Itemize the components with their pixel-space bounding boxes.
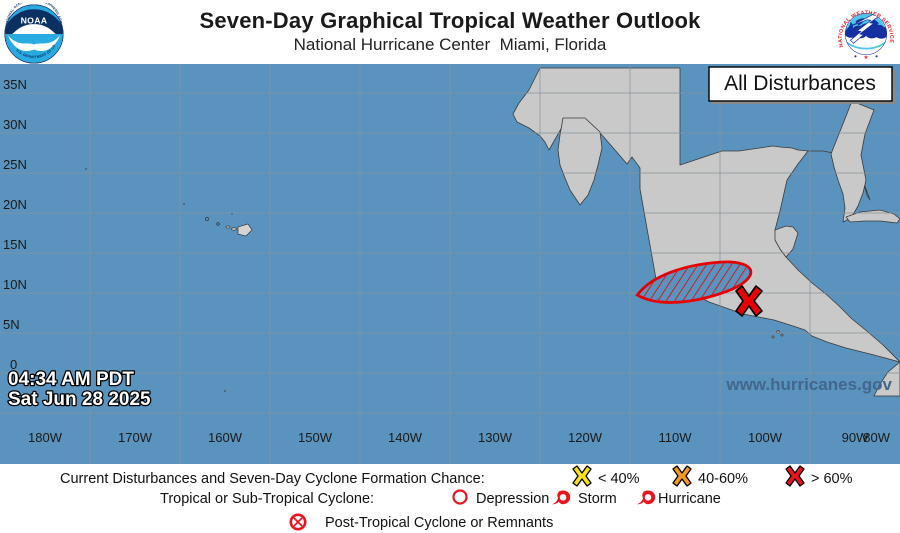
svg-text:Depression: Depression [476, 491, 549, 507]
svg-text:20N: 20N [3, 197, 27, 212]
svg-text:NOAA: NOAA [21, 15, 48, 25]
svg-text:★: ★ [863, 54, 868, 61]
svg-text:04:34 AM PDT: 04:34 AM PDT [8, 369, 134, 390]
svg-text:www.hurricanes.gov: www.hurricanes.gov [725, 375, 892, 394]
svg-text:110W: 110W [659, 430, 693, 445]
svg-text:Sat Jun 28 2025: Sat Jun 28 2025 [8, 389, 151, 410]
svg-text:150W: 150W [298, 430, 333, 445]
svg-text:120W: 120W [568, 430, 603, 445]
svg-text:80W: 80W [863, 430, 890, 445]
svg-text:25N: 25N [3, 157, 27, 172]
svg-text:100W: 100W [748, 430, 783, 445]
svg-text:Tropical or Sub-Tropical Cyclo: Tropical or Sub-Tropical Cyclone: [160, 491, 374, 507]
svg-text:Storm: Storm [578, 491, 617, 507]
svg-text:< 40%: < 40% [598, 471, 640, 487]
svg-text:40-60%: 40-60% [698, 471, 748, 487]
svg-text:30N: 30N [3, 117, 27, 132]
svg-text:Post-Tropical Cyclone or Remna: Post-Tropical Cyclone or Remnants [325, 515, 553, 531]
svg-text:35N: 35N [3, 77, 27, 92]
svg-text:15N: 15N [3, 237, 27, 252]
svg-text:130W: 130W [478, 430, 513, 445]
svg-text:170W: 170W [118, 430, 153, 445]
svg-text:Current Disturbances and Seven: Current Disturbances and Seven-Day Cyclo… [60, 471, 485, 487]
svg-text:Hurricane: Hurricane [658, 491, 721, 507]
svg-text:5N: 5N [3, 317, 20, 332]
svg-text:140W: 140W [388, 430, 423, 445]
svg-text:> 60%: > 60% [811, 471, 853, 487]
svg-text:180W: 180W [28, 430, 63, 445]
svg-text:All Disturbances: All Disturbances [724, 72, 876, 95]
svg-text:160W: 160W [208, 430, 243, 445]
svg-text:10N: 10N [3, 277, 27, 292]
